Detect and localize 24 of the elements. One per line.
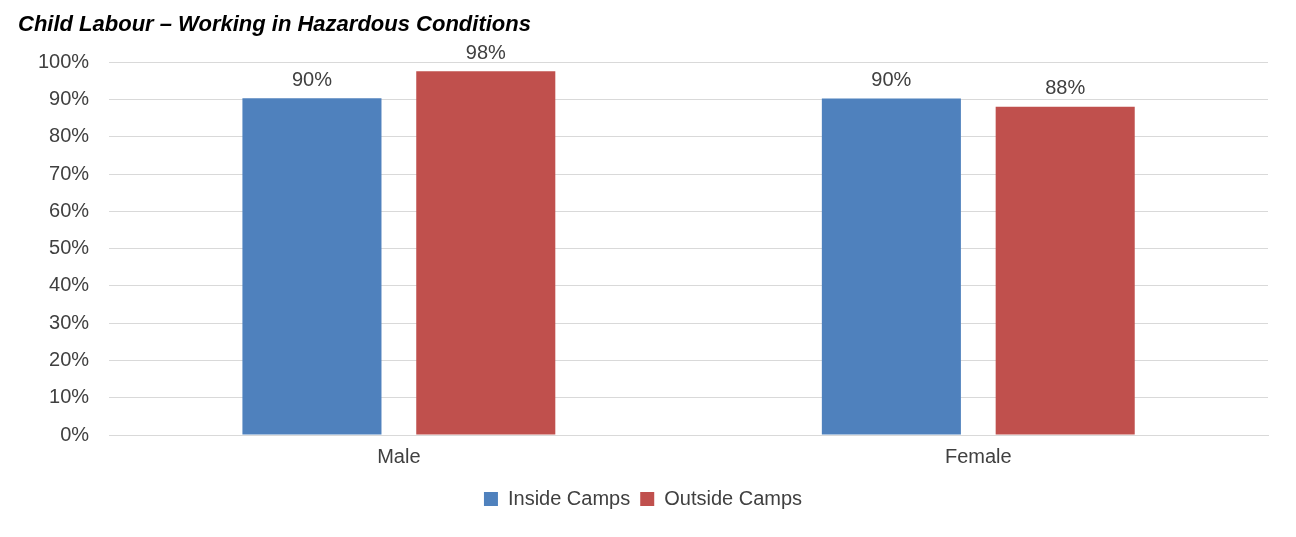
data-label: 90% — [871, 68, 912, 91]
bar — [242, 98, 382, 435]
legend-label: Inside Camps — [507, 486, 631, 509]
data-label: 90% — [291, 67, 333, 90]
bar — [995, 106, 1135, 435]
y-tick-label: 30% — [49, 310, 90, 333]
data-label: 88% — [1045, 76, 1086, 99]
bar — [416, 71, 556, 435]
y-tick-label: 100% — [38, 49, 90, 72]
y-tick-label: 40% — [49, 273, 90, 296]
x-tick-label: Female — [944, 444, 1012, 467]
y-tick-label: 80% — [49, 124, 90, 147]
y-tick-label: 10% — [49, 385, 90, 408]
bar — [821, 98, 961, 435]
data-label: 98% — [465, 40, 507, 63]
y-tick-label: 50% — [49, 236, 90, 259]
chart-title: Child Labour – Working in Hazardous Conditions — [18, 11, 531, 37]
y-tick-label: 0% — [60, 422, 90, 445]
legend-label: Outside Camps — [664, 486, 803, 509]
y-tick-label: 70% — [49, 161, 90, 184]
y-tick-label: 90% — [49, 87, 90, 110]
x-tick-label: Male — [377, 444, 421, 467]
y-tick-label: 60% — [49, 198, 90, 221]
y-tick-label: 20% — [49, 348, 90, 370]
